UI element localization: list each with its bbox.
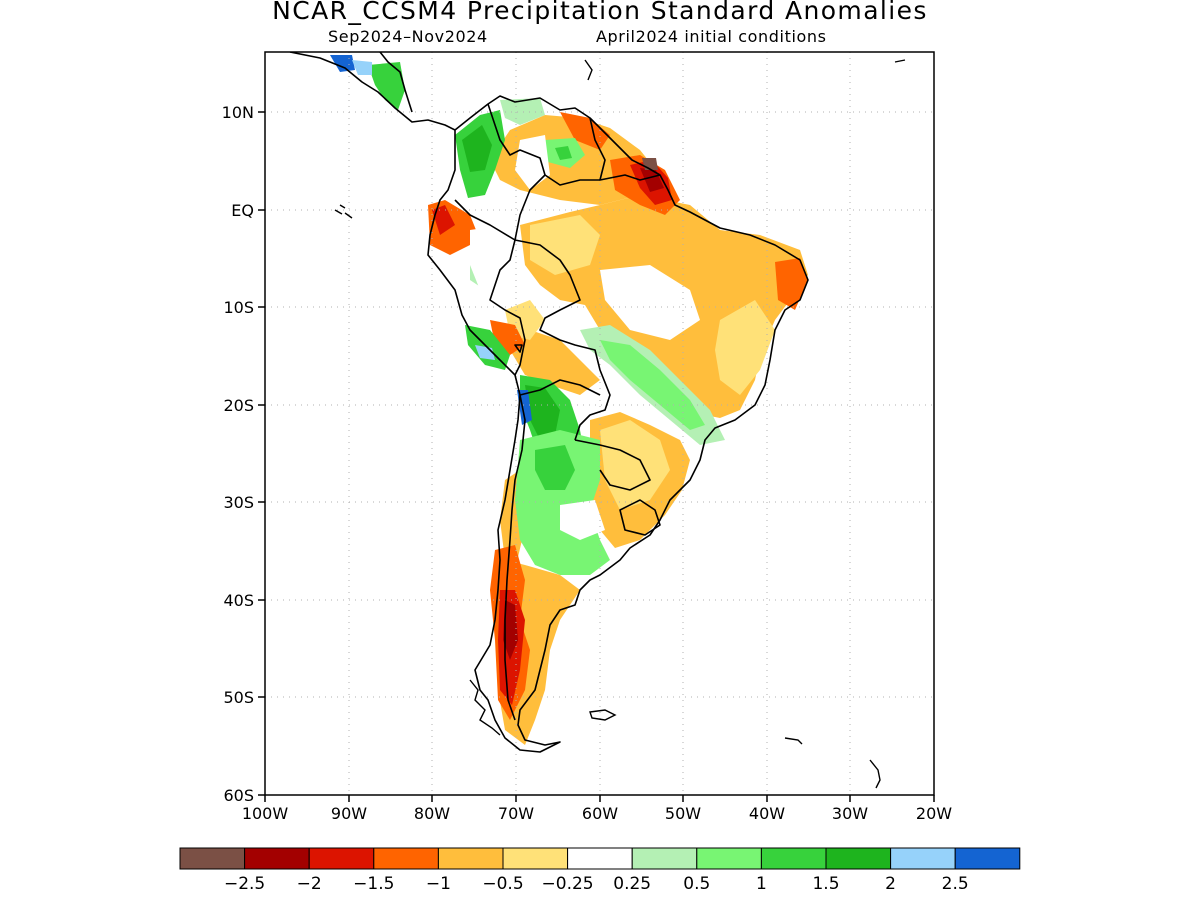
mild-dry-1	[530, 215, 600, 275]
islands	[334, 59, 906, 789]
legend-swatch	[567, 847, 633, 870]
wet-colombia-core	[462, 125, 492, 172]
neutral-pocket-3	[470, 225, 520, 290]
legend-swatch	[179, 847, 246, 870]
extreme-dry-chile	[503, 600, 518, 660]
caribbean-islands	[584, 59, 906, 81]
neutral-pocket-1	[515, 135, 550, 190]
lon-label: 100W	[242, 804, 289, 823]
wet-peru-blue	[475, 345, 495, 360]
initial-conditions: April2024 initial conditions	[596, 27, 827, 46]
wet-central-america-lightblue	[352, 60, 372, 75]
lat-label: 10N	[222, 103, 254, 122]
galapagos	[334, 204, 353, 219]
legend-swatch	[373, 847, 439, 870]
legend-swatch	[308, 847, 375, 870]
longitude-labels: 100W 90W 80W 70W 60W 50W 40W 30W 20W	[242, 804, 952, 823]
lon-label: 20W	[916, 804, 952, 823]
extreme-dry-guianas	[640, 168, 664, 192]
lat-label: 60S	[223, 786, 254, 805]
border-uruguay	[619, 499, 661, 536]
legend-swatch	[631, 847, 698, 870]
lat-label: 10S	[223, 298, 254, 317]
border-brazil-west	[514, 239, 611, 441]
lat-label: 50S	[223, 688, 254, 707]
lat-label: EQ	[231, 201, 254, 220]
legend-label: 2	[885, 874, 896, 894]
coastlines	[289, 52, 809, 753]
central-america-coast	[289, 52, 456, 131]
wet-bolivia-core	[525, 385, 560, 440]
wet-venezuela-core	[555, 146, 572, 160]
border-colombia-peru	[454, 199, 526, 376]
legend-label: 0.25	[613, 874, 651, 894]
south-sandwich	[869, 759, 881, 789]
lon-label: 90W	[331, 804, 367, 823]
forecast-period: Sep2024–Nov2024	[328, 27, 488, 46]
south-america-outline	[427, 95, 809, 753]
legend-swatch	[954, 847, 1021, 870]
lon-label: 30W	[832, 804, 868, 823]
legend-swatch	[760, 847, 827, 870]
anomaly-field	[330, 55, 808, 745]
border-venezuela-brazil	[544, 174, 600, 186]
legend-label: −1	[426, 874, 451, 894]
axis-ticks	[258, 111, 935, 802]
neutral-pocket-2	[600, 265, 700, 340]
latitude-labels: 10N EQ 10S 20S 30S 40S 50S 60S	[222, 103, 254, 805]
map-title: NCAR_CCSM4 Precipitation Standard Anomal…	[272, 0, 928, 25]
central-america-coast-north	[379, 52, 413, 113]
mild-dry-2	[715, 300, 775, 395]
very-strong-dry-ecuador	[432, 205, 455, 235]
lon-label: 80W	[414, 804, 450, 823]
border-argentina-chile	[504, 394, 526, 721]
border-paraguay	[574, 439, 651, 491]
legend-label: −2.5	[224, 874, 265, 894]
color-legend	[179, 847, 1021, 870]
strong-dry-venezuela	[560, 112, 610, 150]
south-georgia	[784, 737, 803, 745]
lon-label: 70W	[498, 804, 534, 823]
legend-swatch	[890, 847, 956, 870]
legend-swatch	[696, 847, 762, 870]
legend-label: −1.5	[353, 874, 394, 894]
color-legend-labels: −2.5 −2 −1.5 −1 −0.5 −0.25 0.25 0.5 1 1.5 2 2.5	[224, 874, 969, 894]
legend-swatch	[502, 847, 569, 870]
legend-label: 1	[756, 874, 767, 894]
legend-label: −0.5	[482, 874, 523, 894]
neutral-pocket-4	[560, 500, 605, 540]
legend-swatch	[244, 847, 310, 870]
legend-swatch	[437, 847, 504, 870]
wet-central-america-blue	[330, 55, 355, 72]
wet-central-america	[368, 62, 405, 110]
legend-label: −0.25	[542, 874, 594, 894]
tierra-del-fuego-islands	[469, 679, 501, 736]
lon-label: 50W	[665, 804, 701, 823]
border-bolivia-argentina	[519, 379, 601, 396]
wet-argentina-core	[535, 445, 575, 490]
legend-label: 2.5	[942, 874, 969, 894]
strong-dry-ne-brazil	[775, 258, 808, 310]
legend-label: 1.5	[812, 874, 839, 894]
lon-label: 60W	[582, 804, 618, 823]
lat-label: 20S	[223, 396, 254, 415]
legend-label: 0.5	[683, 874, 710, 894]
lat-label: 30S	[223, 493, 254, 512]
wet-brazil-band-core	[600, 340, 705, 430]
lon-label: 40W	[749, 804, 785, 823]
falklands	[589, 709, 617, 721]
lake-titicaca	[514, 344, 523, 353]
dry-anomaly-bolivia	[510, 330, 600, 395]
lat-label: 40S	[223, 591, 254, 610]
legend-label: −2	[297, 874, 322, 894]
legend-swatch	[825, 847, 892, 870]
border-colombia-venezuela	[487, 103, 546, 241]
wet-caribbean-coast	[500, 98, 545, 125]
